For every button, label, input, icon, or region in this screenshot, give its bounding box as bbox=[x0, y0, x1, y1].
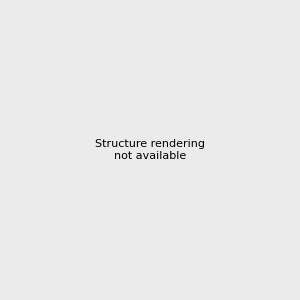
Text: Structure rendering
not available: Structure rendering not available bbox=[95, 139, 205, 161]
